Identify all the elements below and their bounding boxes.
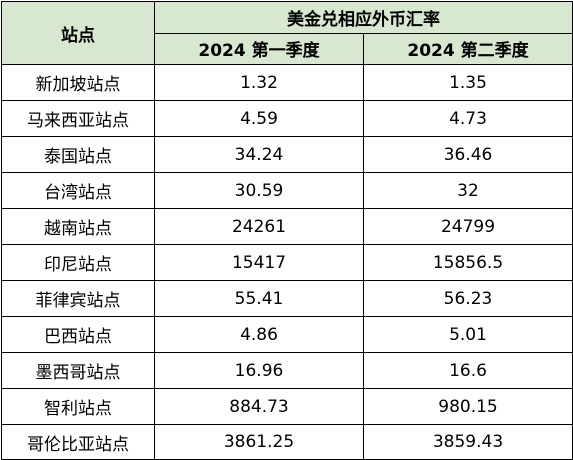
q1-rate-cell: 30.59 xyxy=(154,172,364,209)
station-cell: 哥伦比亚站点 xyxy=(1,424,155,460)
table-row: 哥伦比亚站点 3861.25 3859.43 xyxy=(1,424,573,460)
station-cell: 菲律宾站点 xyxy=(1,280,155,317)
table-row: 新加坡站点 1.32 1.35 xyxy=(1,64,573,101)
table-row: 墨西哥站点 16.96 16.6 xyxy=(1,352,573,389)
q2-rate-cell: 16.6 xyxy=(363,352,573,389)
table-row: 马来西亚站点 4.59 4.73 xyxy=(1,100,573,137)
q2-rate-cell: 15856.5 xyxy=(363,244,573,281)
table-body: 新加坡站点 1.32 1.35 马来西亚站点 4.59 4.73 泰国站点 34… xyxy=(1,64,573,460)
q1-rate-cell: 15417 xyxy=(154,244,364,281)
q2-rate-cell: 3859.43 xyxy=(363,424,573,460)
station-cell: 巴西站点 xyxy=(1,316,155,353)
table-row: 菲律宾站点 55.41 56.23 xyxy=(1,280,573,317)
q1-rate-cell: 34.24 xyxy=(154,136,364,173)
q1-rate-cell: 3861.25 xyxy=(154,424,364,460)
q1-rate-cell: 884.73 xyxy=(154,388,364,425)
table-row: 越南站点 24261 24799 xyxy=(1,208,573,245)
table-row: 巴西站点 4.86 5.01 xyxy=(1,316,573,353)
q2-rate-cell: 5.01 xyxy=(363,316,573,353)
q2-rate-cell: 32 xyxy=(363,172,573,209)
q1-rate-cell: 55.41 xyxy=(154,280,364,317)
q2-rate-cell: 56.23 xyxy=(363,280,573,317)
station-cell: 新加坡站点 xyxy=(1,64,155,101)
q1-rate-cell: 4.86 xyxy=(154,316,364,353)
station-cell: 泰国站点 xyxy=(1,136,155,173)
q2-rate-cell: 1.35 xyxy=(363,64,573,101)
header-q2: 2024 第二季度 xyxy=(363,32,573,65)
table-row: 台湾站点 30.59 32 xyxy=(1,172,573,209)
table-row: 印尼站点 15417 15856.5 xyxy=(1,244,573,281)
q2-rate-cell: 980.15 xyxy=(363,388,573,425)
table-header: 站点 美金兑相应外币汇率 2024 第一季度 2024 第二季度 xyxy=(1,1,573,65)
station-cell: 印尼站点 xyxy=(1,244,155,281)
q2-rate-cell: 36.46 xyxy=(363,136,573,173)
header-q1: 2024 第一季度 xyxy=(154,32,364,65)
station-cell: 台湾站点 xyxy=(1,172,155,209)
q1-rate-cell: 1.32 xyxy=(154,64,364,101)
station-cell: 墨西哥站点 xyxy=(1,352,155,389)
header-exchange-rate-group: 美金兑相应外币汇率 xyxy=(154,1,573,34)
station-cell: 马来西亚站点 xyxy=(1,100,155,137)
table-row: 泰国站点 34.24 36.46 xyxy=(1,136,573,173)
table-row: 智利站点 884.73 980.15 xyxy=(1,388,573,425)
q2-rate-cell: 4.73 xyxy=(363,100,573,137)
header-station: 站点 xyxy=(1,1,155,65)
station-cell: 越南站点 xyxy=(1,208,155,245)
q1-rate-cell: 4.59 xyxy=(154,100,364,137)
station-cell: 智利站点 xyxy=(1,388,155,425)
q1-rate-cell: 24261 xyxy=(154,208,364,245)
q2-rate-cell: 24799 xyxy=(363,208,573,245)
q1-rate-cell: 16.96 xyxy=(154,352,364,389)
